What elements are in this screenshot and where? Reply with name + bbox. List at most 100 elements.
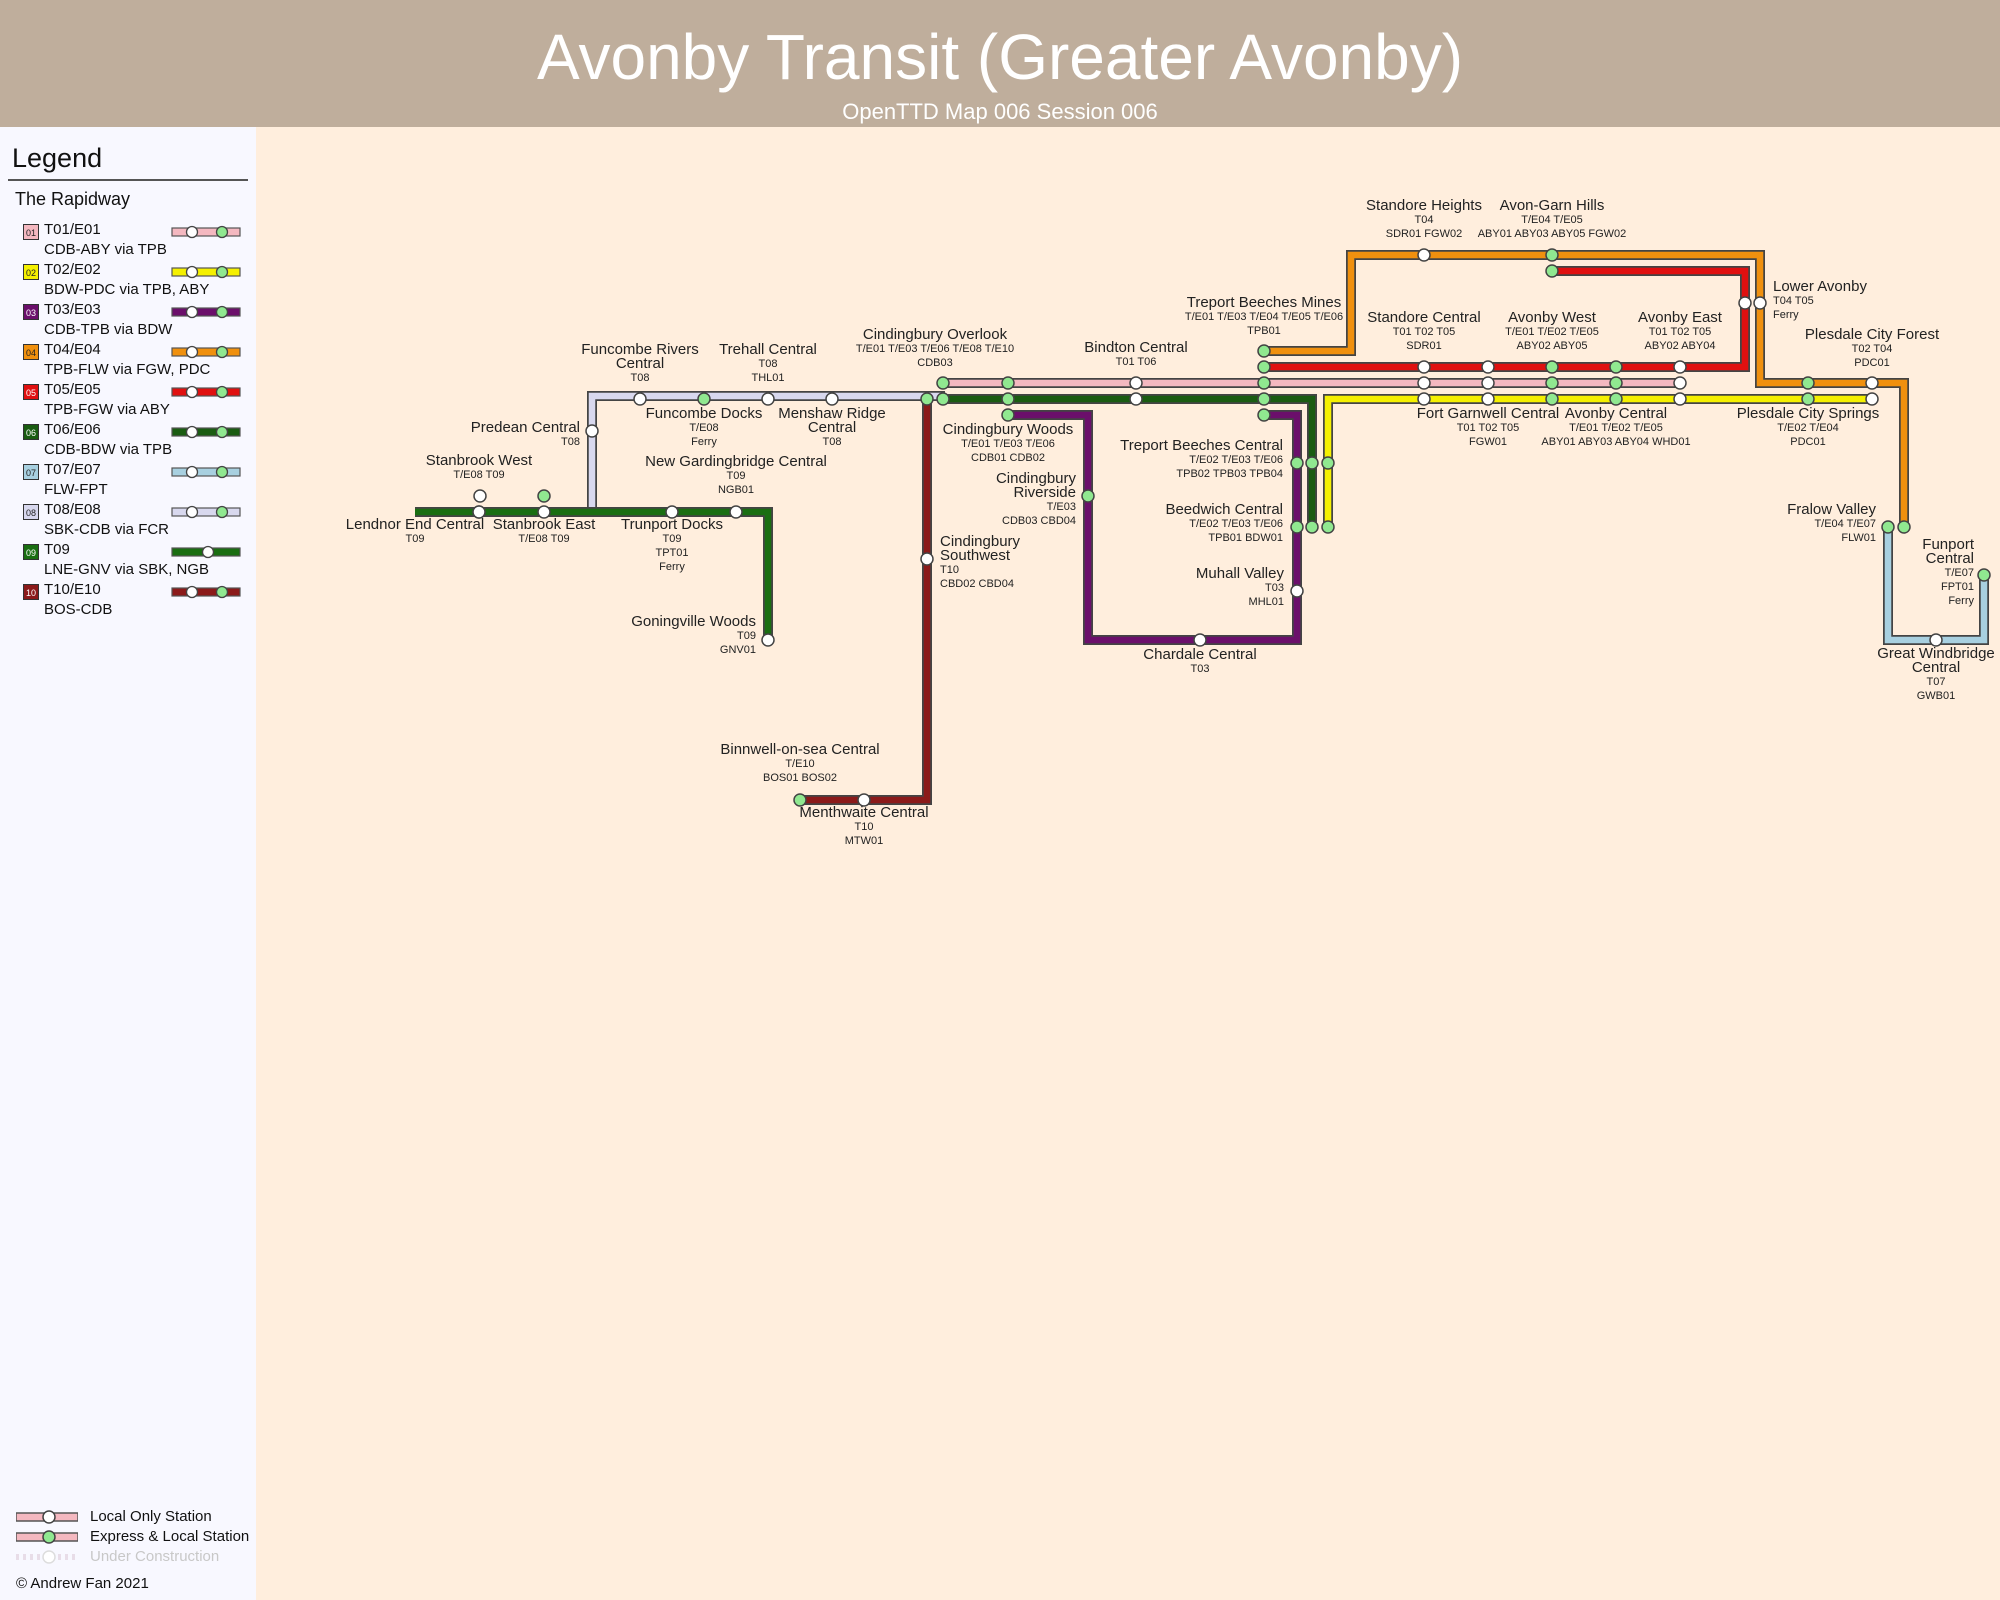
station-marker[interactable]: [1129, 392, 1143, 406]
station-marker[interactable]: [1865, 376, 1879, 390]
station-marker[interactable]: [1257, 408, 1271, 422]
station-marker[interactable]: [1545, 264, 1559, 278]
station-marker[interactable]: [1305, 456, 1319, 470]
legend-key-construction: Under Construction: [16, 1547, 256, 1567]
station-marker[interactable]: [1290, 456, 1304, 470]
express-station-icon: [16, 1530, 78, 1544]
station-marker[interactable]: [857, 793, 871, 807]
station-marker[interactable]: [1417, 376, 1431, 390]
station-marker[interactable]: [1321, 456, 1335, 470]
legend-line-desc: CDB-TPB via BDW: [44, 321, 173, 338]
station-marker[interactable]: [1257, 360, 1271, 374]
station-marker[interactable]: [1417, 392, 1431, 406]
station-marker[interactable]: [1257, 392, 1271, 406]
station-codes: T09: [663, 533, 682, 545]
legend-line-badge: 04: [23, 344, 39, 360]
station-marker[interactable]: [1673, 376, 1687, 390]
station-marker[interactable]: [1897, 520, 1911, 534]
station-marker[interactable]: [1609, 376, 1623, 390]
station-codes: T08: [759, 358, 778, 370]
station-marker[interactable]: [1801, 376, 1815, 390]
station-marker[interactable]: [1481, 376, 1495, 390]
station-name: Treport Beeches Mines: [1187, 294, 1342, 311]
station-marker[interactable]: [585, 424, 599, 438]
station-marker[interactable]: [697, 392, 711, 406]
legend-row-06: 06 T06/E06 CDB-BDW via TPB: [0, 420, 256, 460]
station-marker[interactable]: [665, 505, 679, 519]
station-marker[interactable]: [1545, 248, 1559, 262]
station-marker[interactable]: [1481, 360, 1495, 374]
station-marker[interactable]: [761, 633, 775, 647]
station-marker[interactable]: [1001, 392, 1015, 406]
station-marker[interactable]: [1193, 633, 1207, 647]
station-marker[interactable]: [473, 489, 487, 503]
station-codes: T/E08 T09: [518, 533, 569, 545]
station-marker[interactable]: [936, 392, 950, 406]
station-marker[interactable]: [920, 392, 934, 406]
station-codes: T/E10: [785, 758, 814, 770]
station-marker[interactable]: [1609, 360, 1623, 374]
station-marker[interactable]: [936, 376, 950, 390]
legend-line-sample: [171, 465, 241, 479]
station-marker[interactable]: [1417, 248, 1431, 262]
station-name: Central: [616, 355, 664, 372]
station-marker[interactable]: [1129, 376, 1143, 390]
station-codes: ABY01 ABY03 ABY04 WHD01: [1541, 436, 1690, 448]
station-marker[interactable]: [1929, 633, 1943, 647]
station-codes: CDB03: [917, 357, 952, 369]
station-marker[interactable]: [1545, 376, 1559, 390]
station-marker[interactable]: [1257, 344, 1271, 358]
station-marker[interactable]: [1321, 520, 1335, 534]
station-marker[interactable]: [1001, 408, 1015, 422]
station-marker[interactable]: [1417, 360, 1431, 374]
station-marker[interactable]: [825, 392, 839, 406]
station-codes: T/E02 T/E03 T/E06: [1189, 454, 1283, 466]
station-marker[interactable]: [761, 392, 775, 406]
route-line-09: [415, 508, 772, 640]
station-name: Trunport Docks: [621, 516, 723, 533]
station-marker[interactable]: [1290, 584, 1304, 598]
legend-row-10: 10 T10/E10 BOS-CDB: [0, 580, 256, 620]
station-markers: [472, 248, 1991, 807]
station-marker[interactable]: [1865, 392, 1879, 406]
station-marker[interactable]: [1753, 296, 1767, 310]
station-marker[interactable]: [1545, 360, 1559, 374]
station-marker[interactable]: [1290, 520, 1304, 534]
station-marker[interactable]: [633, 392, 647, 406]
station-codes: T/E02 T/E03 T/E06: [1189, 518, 1283, 530]
station-marker[interactable]: [1081, 489, 1095, 503]
station-name: Fort Garnwell Central: [1417, 405, 1560, 422]
station-marker[interactable]: [793, 793, 807, 807]
station-marker[interactable]: [1305, 520, 1319, 534]
legend-line-code: T08/E08: [44, 501, 101, 518]
station-marker[interactable]: [472, 505, 486, 519]
station-marker[interactable]: [920, 552, 934, 566]
station-marker[interactable]: [1001, 376, 1015, 390]
station-marker[interactable]: [1609, 392, 1623, 406]
station-marker[interactable]: [1673, 360, 1687, 374]
page-subtitle: OpenTTD Map 006 Session 006: [842, 99, 1158, 124]
station-marker[interactable]: [1673, 392, 1687, 406]
station-name: Goningville Woods: [631, 613, 756, 630]
station-marker[interactable]: [1977, 568, 1991, 582]
station-codes: T/E02 T/E04: [1777, 422, 1839, 434]
station-marker[interactable]: [1801, 392, 1815, 406]
station-marker[interactable]: [1881, 520, 1895, 534]
station-marker[interactable]: [1257, 376, 1271, 390]
station-marker[interactable]: [1738, 296, 1752, 310]
station-marker[interactable]: [1481, 392, 1495, 406]
station-marker[interactable]: [537, 489, 551, 503]
station-marker[interactable]: [1545, 392, 1559, 406]
construction-station-icon: [16, 1550, 78, 1564]
station-marker[interactable]: [729, 505, 743, 519]
station-marker[interactable]: [537, 505, 551, 519]
